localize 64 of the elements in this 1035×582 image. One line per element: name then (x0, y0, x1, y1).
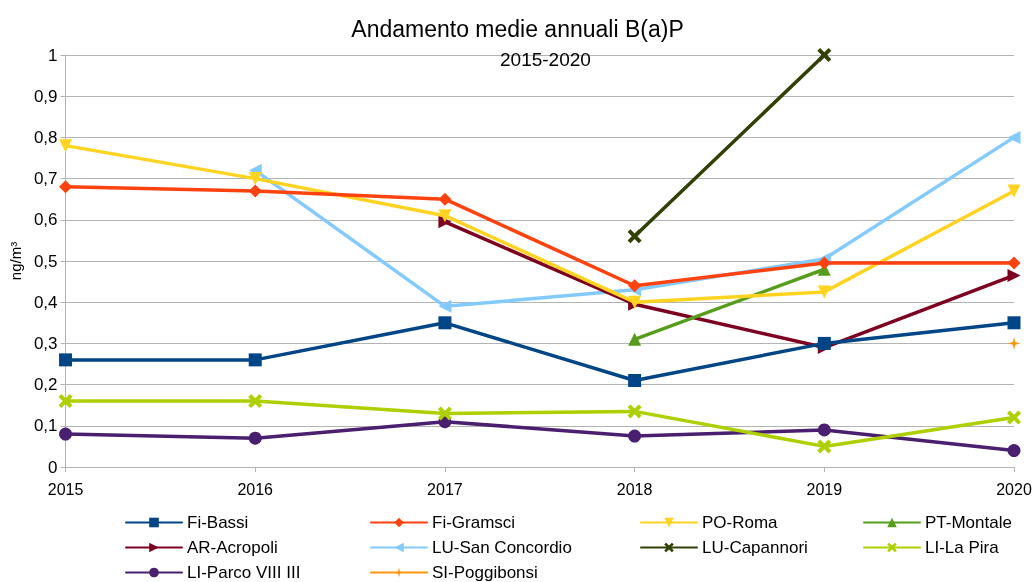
point (817, 423, 831, 437)
point (58, 394, 73, 409)
y-tick-label: 0,2 (33, 375, 58, 395)
point (628, 279, 642, 293)
point (1007, 444, 1021, 458)
point (1007, 410, 1021, 425)
point (817, 439, 832, 454)
x-tick-label: 2018 (616, 480, 653, 498)
legend-label: PO-Roma (702, 513, 779, 532)
x-tick-label: 2017 (427, 480, 463, 498)
point (59, 427, 73, 441)
x-tick-label: 2016 (237, 480, 274, 498)
point (438, 215, 452, 229)
point (627, 404, 642, 419)
y-tick-label: 0,3 (33, 333, 58, 353)
y-tick-label: 1 (48, 45, 58, 65)
point (248, 394, 263, 409)
point (628, 373, 642, 387)
point (438, 192, 452, 206)
legend-label: LI-Parco VIII III (187, 563, 301, 582)
x-tick-label: 2019 (806, 480, 843, 498)
chart-subtitle: 2015-2020 (500, 49, 591, 70)
point (438, 316, 452, 330)
y-tick-label: 0,1 (33, 416, 58, 436)
y-tick-label: 0,6 (33, 210, 58, 230)
point (817, 336, 831, 350)
point (59, 139, 73, 153)
point (628, 429, 642, 443)
legend-label: Fi-Gramsci (432, 513, 516, 532)
legend-label: SI-Poggibonsi (432, 563, 538, 582)
legend-label: Fi-Bassi (187, 513, 249, 532)
point (248, 431, 262, 445)
legend-label: AR-Acropoli (187, 538, 278, 557)
y-tick-label: 0 (48, 457, 58, 477)
point (248, 172, 262, 186)
point (248, 353, 262, 367)
point (1007, 336, 1021, 350)
chart-title: Andamento medie annuali B(a)P (351, 15, 684, 42)
legend-label: PT-Montale (925, 513, 1012, 532)
y-tick-label: 0,9 (33, 86, 58, 106)
point (1007, 130, 1021, 144)
point (1007, 268, 1021, 282)
x-tick-label: 2020 (996, 480, 1032, 498)
x-tick-label: 2015 (47, 480, 84, 498)
point (437, 406, 452, 421)
point (1007, 184, 1021, 198)
y-tick-label: 0,5 (33, 251, 58, 271)
point (59, 353, 73, 367)
point (1007, 256, 1021, 270)
y-axis-title: ng/m³ (7, 241, 24, 281)
point (59, 180, 73, 194)
point (438, 209, 452, 223)
y-tick-label: 0,8 (33, 127, 58, 147)
point (1007, 316, 1021, 330)
point (248, 184, 262, 198)
point (817, 48, 832, 62)
legend-label: LU-San Concordio (432, 538, 572, 557)
y-tick-label: 0,4 (33, 292, 58, 312)
legend-label: LU-Capannori (702, 538, 808, 557)
point (817, 285, 831, 299)
point (627, 229, 642, 244)
point (438, 299, 452, 313)
y-tick-label: 0,7 (33, 169, 58, 189)
legend-label: LI-La Pira (925, 538, 1000, 557)
